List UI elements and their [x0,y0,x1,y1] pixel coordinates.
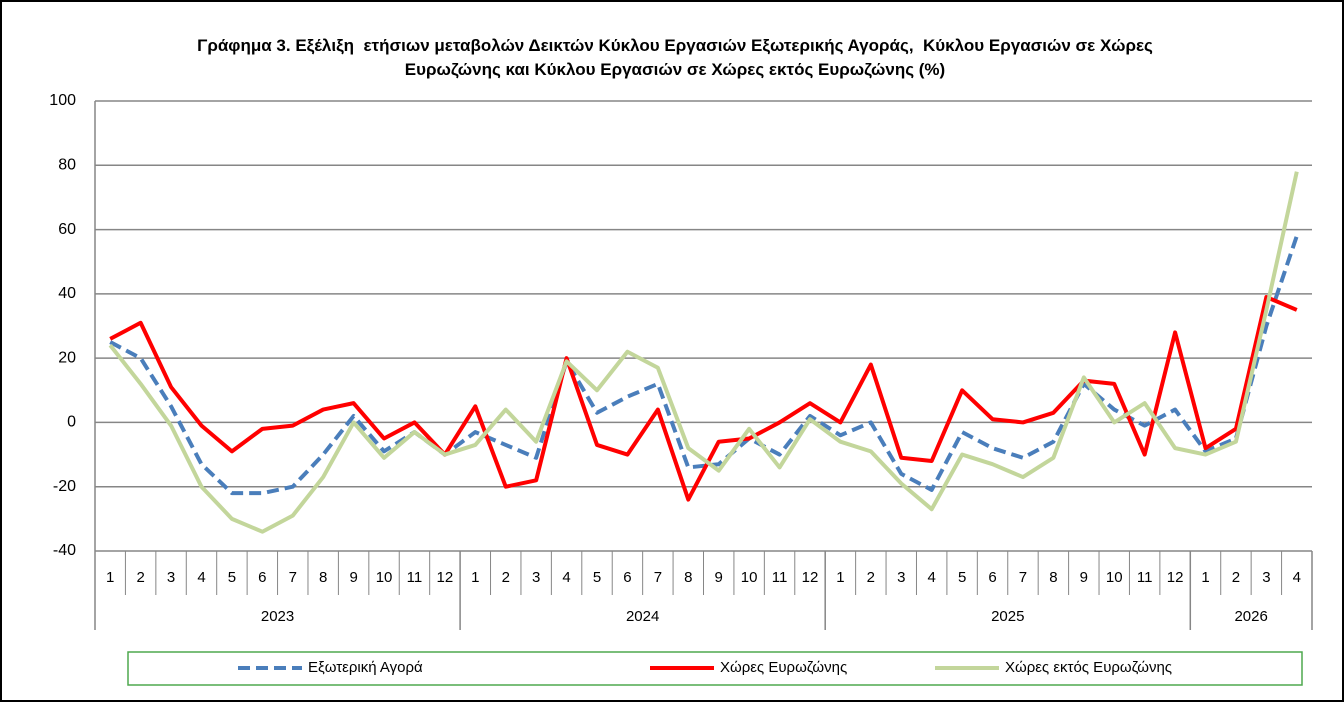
y-tick-label: -40 [53,542,76,559]
x-tick-label: 1 [471,569,479,586]
legend-label: Χώρες εκτός Ευρωζώνης [1005,659,1172,676]
x-tick-label: 6 [623,569,631,586]
x-tick-label: 9 [1080,569,1088,586]
y-tick-label: 0 [67,414,76,431]
x-tick-label: 3 [897,569,905,586]
x-group-label: 2023 [261,608,294,625]
x-tick-label: 4 [197,569,205,586]
x-tick-label: 7 [654,569,662,586]
x-tick-label: 10 [376,569,393,586]
x-tick-label: 11 [407,569,423,586]
x-tick-label: 2 [1232,569,1240,586]
x-tick-label: 8 [1049,569,1057,586]
y-tick-label: 80 [58,157,76,174]
x-tick-label: 8 [684,569,692,586]
x-group-label: 2026 [1234,608,1267,625]
y-tick-label: 100 [49,92,76,109]
x-tick-label: 2 [502,569,510,586]
x-tick-label: 5 [228,569,236,586]
x-tick-label: 7 [289,569,297,586]
x-group-label: 2024 [626,608,659,625]
x-tick-label: 2 [867,569,875,586]
legend-label: Χώρες Ευρωζώνης [720,659,847,676]
x-tick-label: 4 [928,569,936,586]
x-group-label: 2025 [991,608,1024,625]
x-tick-label: 6 [258,569,266,586]
x-tick-label: 11 [772,569,788,586]
x-tick-label: 10 [1106,569,1123,586]
x-tick-label: 6 [988,569,996,586]
chart-title: Γράφημα 3. Εξέλιξη ετήσιων μεταβολών Δει… [197,36,1158,79]
x-tick-label: 1 [106,569,114,586]
x-tick-label: 10 [741,569,758,586]
x-tick-label: 8 [319,569,327,586]
x-tick-label: 7 [1019,569,1027,586]
x-tick-label: 5 [958,569,966,586]
x-tick-label: 12 [1167,569,1184,586]
series-line [109,295,1298,502]
x-tick-label: 3 [532,569,540,586]
x-tick-label: 9 [715,569,723,586]
x-tick-label: 4 [1293,569,1301,586]
y-tick-label: 60 [58,221,76,238]
x-tick-label: 3 [167,569,175,586]
x-tick-label: 2 [136,569,144,586]
x-tick-label: 9 [349,569,357,586]
x-tick-label: 1 [1201,569,1209,586]
x-tick-label: 12 [437,569,454,586]
x-tick-label: 11 [1137,569,1153,586]
y-tick-label: 20 [58,349,76,366]
x-tick-label: 12 [802,569,819,586]
x-tick-label: 4 [562,569,570,586]
legend-box [127,651,1303,686]
legend-label: Εξωτερική Αγορά [308,659,423,676]
y-tick-label: 40 [58,285,76,302]
x-tick-label: 3 [1262,569,1270,586]
x-tick-label: 5 [593,569,601,586]
y-tick-label: -20 [53,478,76,495]
x-tick-label: 1 [836,569,844,586]
series-line [108,171,1299,534]
